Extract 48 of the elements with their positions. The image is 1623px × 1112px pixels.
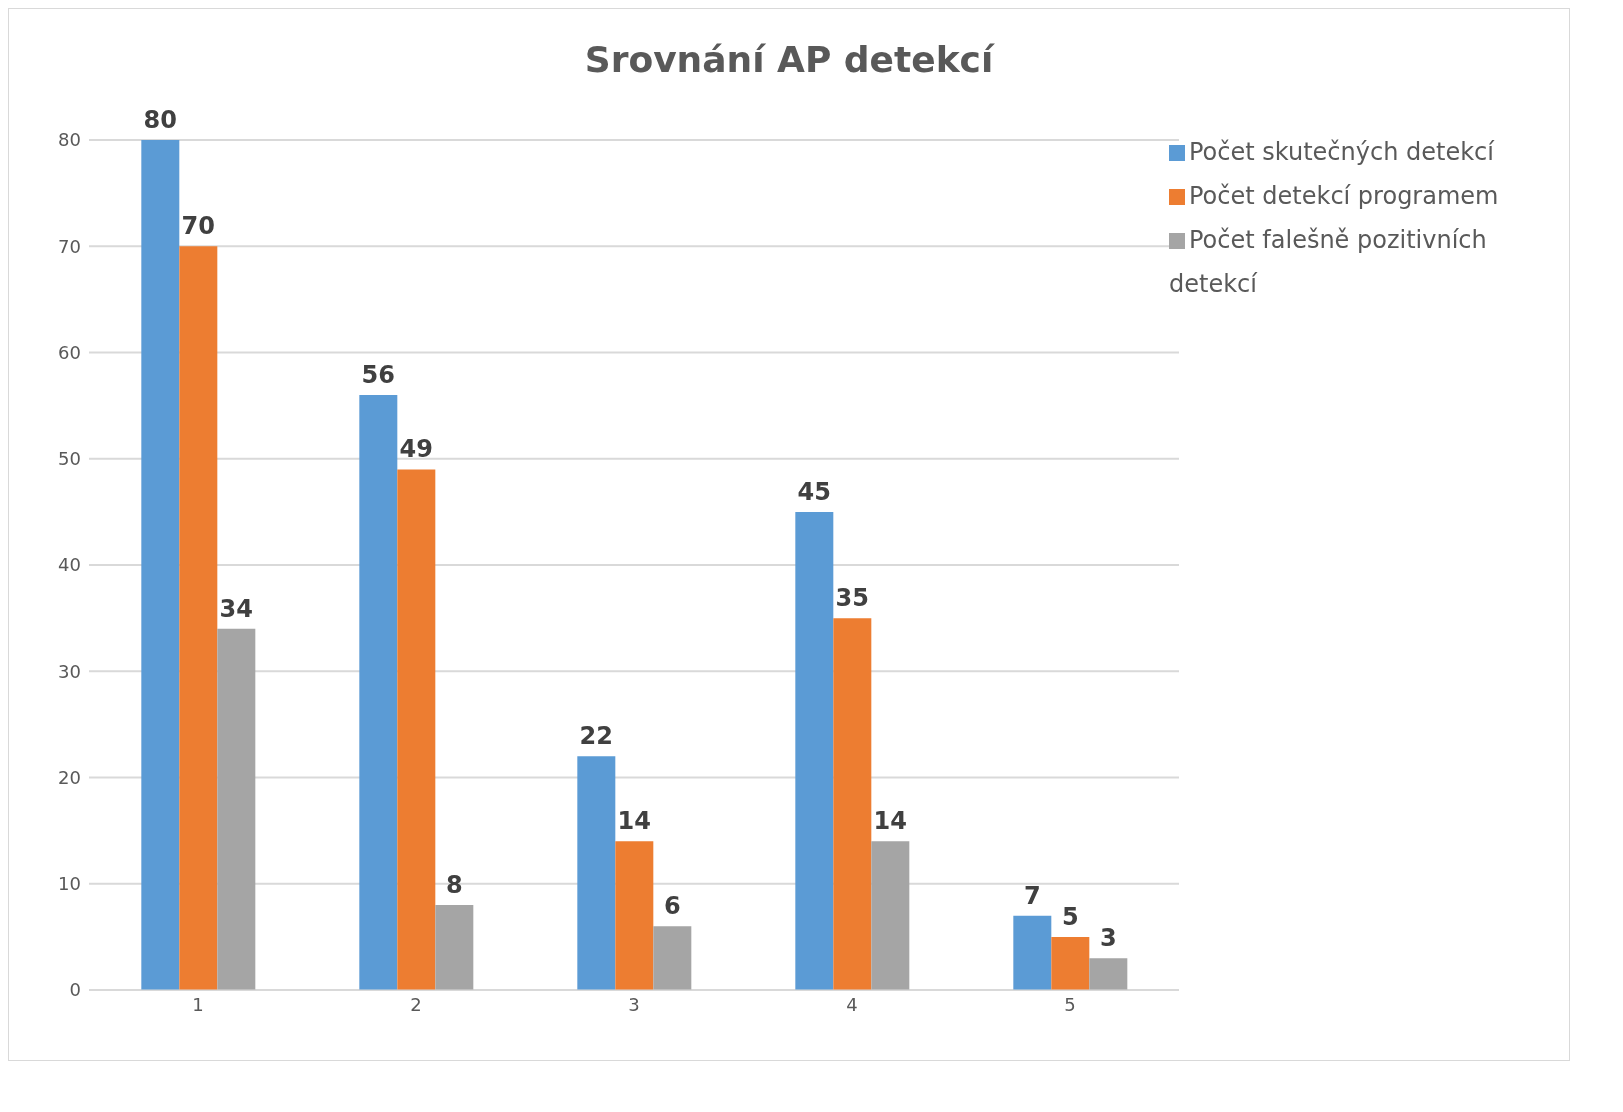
data-label: 22 [579,722,614,751]
bar [397,469,436,990]
data-label: 49 [399,435,434,464]
y-tick-label: 30 [58,660,81,682]
bar [141,140,180,990]
bar [179,246,218,990]
x-tick-label: 2 [410,993,422,1015]
y-tick-label: 20 [58,766,81,788]
data-label: 34 [219,594,254,623]
y-tick-label: 60 [58,341,81,363]
x-tick-label: 1 [192,993,204,1015]
data-label: 5 [1061,902,1079,931]
bar [1089,958,1128,990]
y-tick-label: 80 [58,129,81,151]
legend-label: Počet falešně pozitivních detekcí [1169,226,1487,298]
data-label: 14 [617,807,652,836]
x-tick-label: 4 [846,993,858,1015]
data-label: 3 [1099,924,1117,953]
data-label: 8 [445,871,463,899]
legend-label: Počet skutečných detekcí [1189,138,1494,166]
chart-title: Srovnání AP detekcí [583,38,996,82]
bar [1013,915,1052,990]
bar [217,628,256,990]
bar [359,395,398,990]
data-label: 6 [663,892,681,921]
legend-label: Počet detekcí programem [1189,182,1499,210]
y-tick-label: 70 [58,235,81,257]
data-label: 35 [835,584,870,613]
data-label: 45 [797,477,832,506]
y-tick-label: 0 [69,979,81,1001]
y-tick-label: 10 [58,873,81,895]
data-label: 14 [873,807,908,836]
data-label: 7 [1023,881,1041,910]
bar [577,756,616,990]
bar [435,905,474,990]
bar [1051,936,1090,990]
x-tick-label: 5 [1064,993,1076,1015]
bar [615,841,654,990]
bar [653,926,692,990]
bar [871,841,910,990]
data-label: 70 [181,212,216,241]
y-tick-label: 40 [58,554,81,576]
x-tick-label: 3 [628,993,640,1015]
bar [833,618,872,990]
y-tick-label: 50 [58,448,81,470]
data-label: 56 [361,361,396,389]
bar [795,511,834,990]
data-label: 80 [143,106,178,134]
